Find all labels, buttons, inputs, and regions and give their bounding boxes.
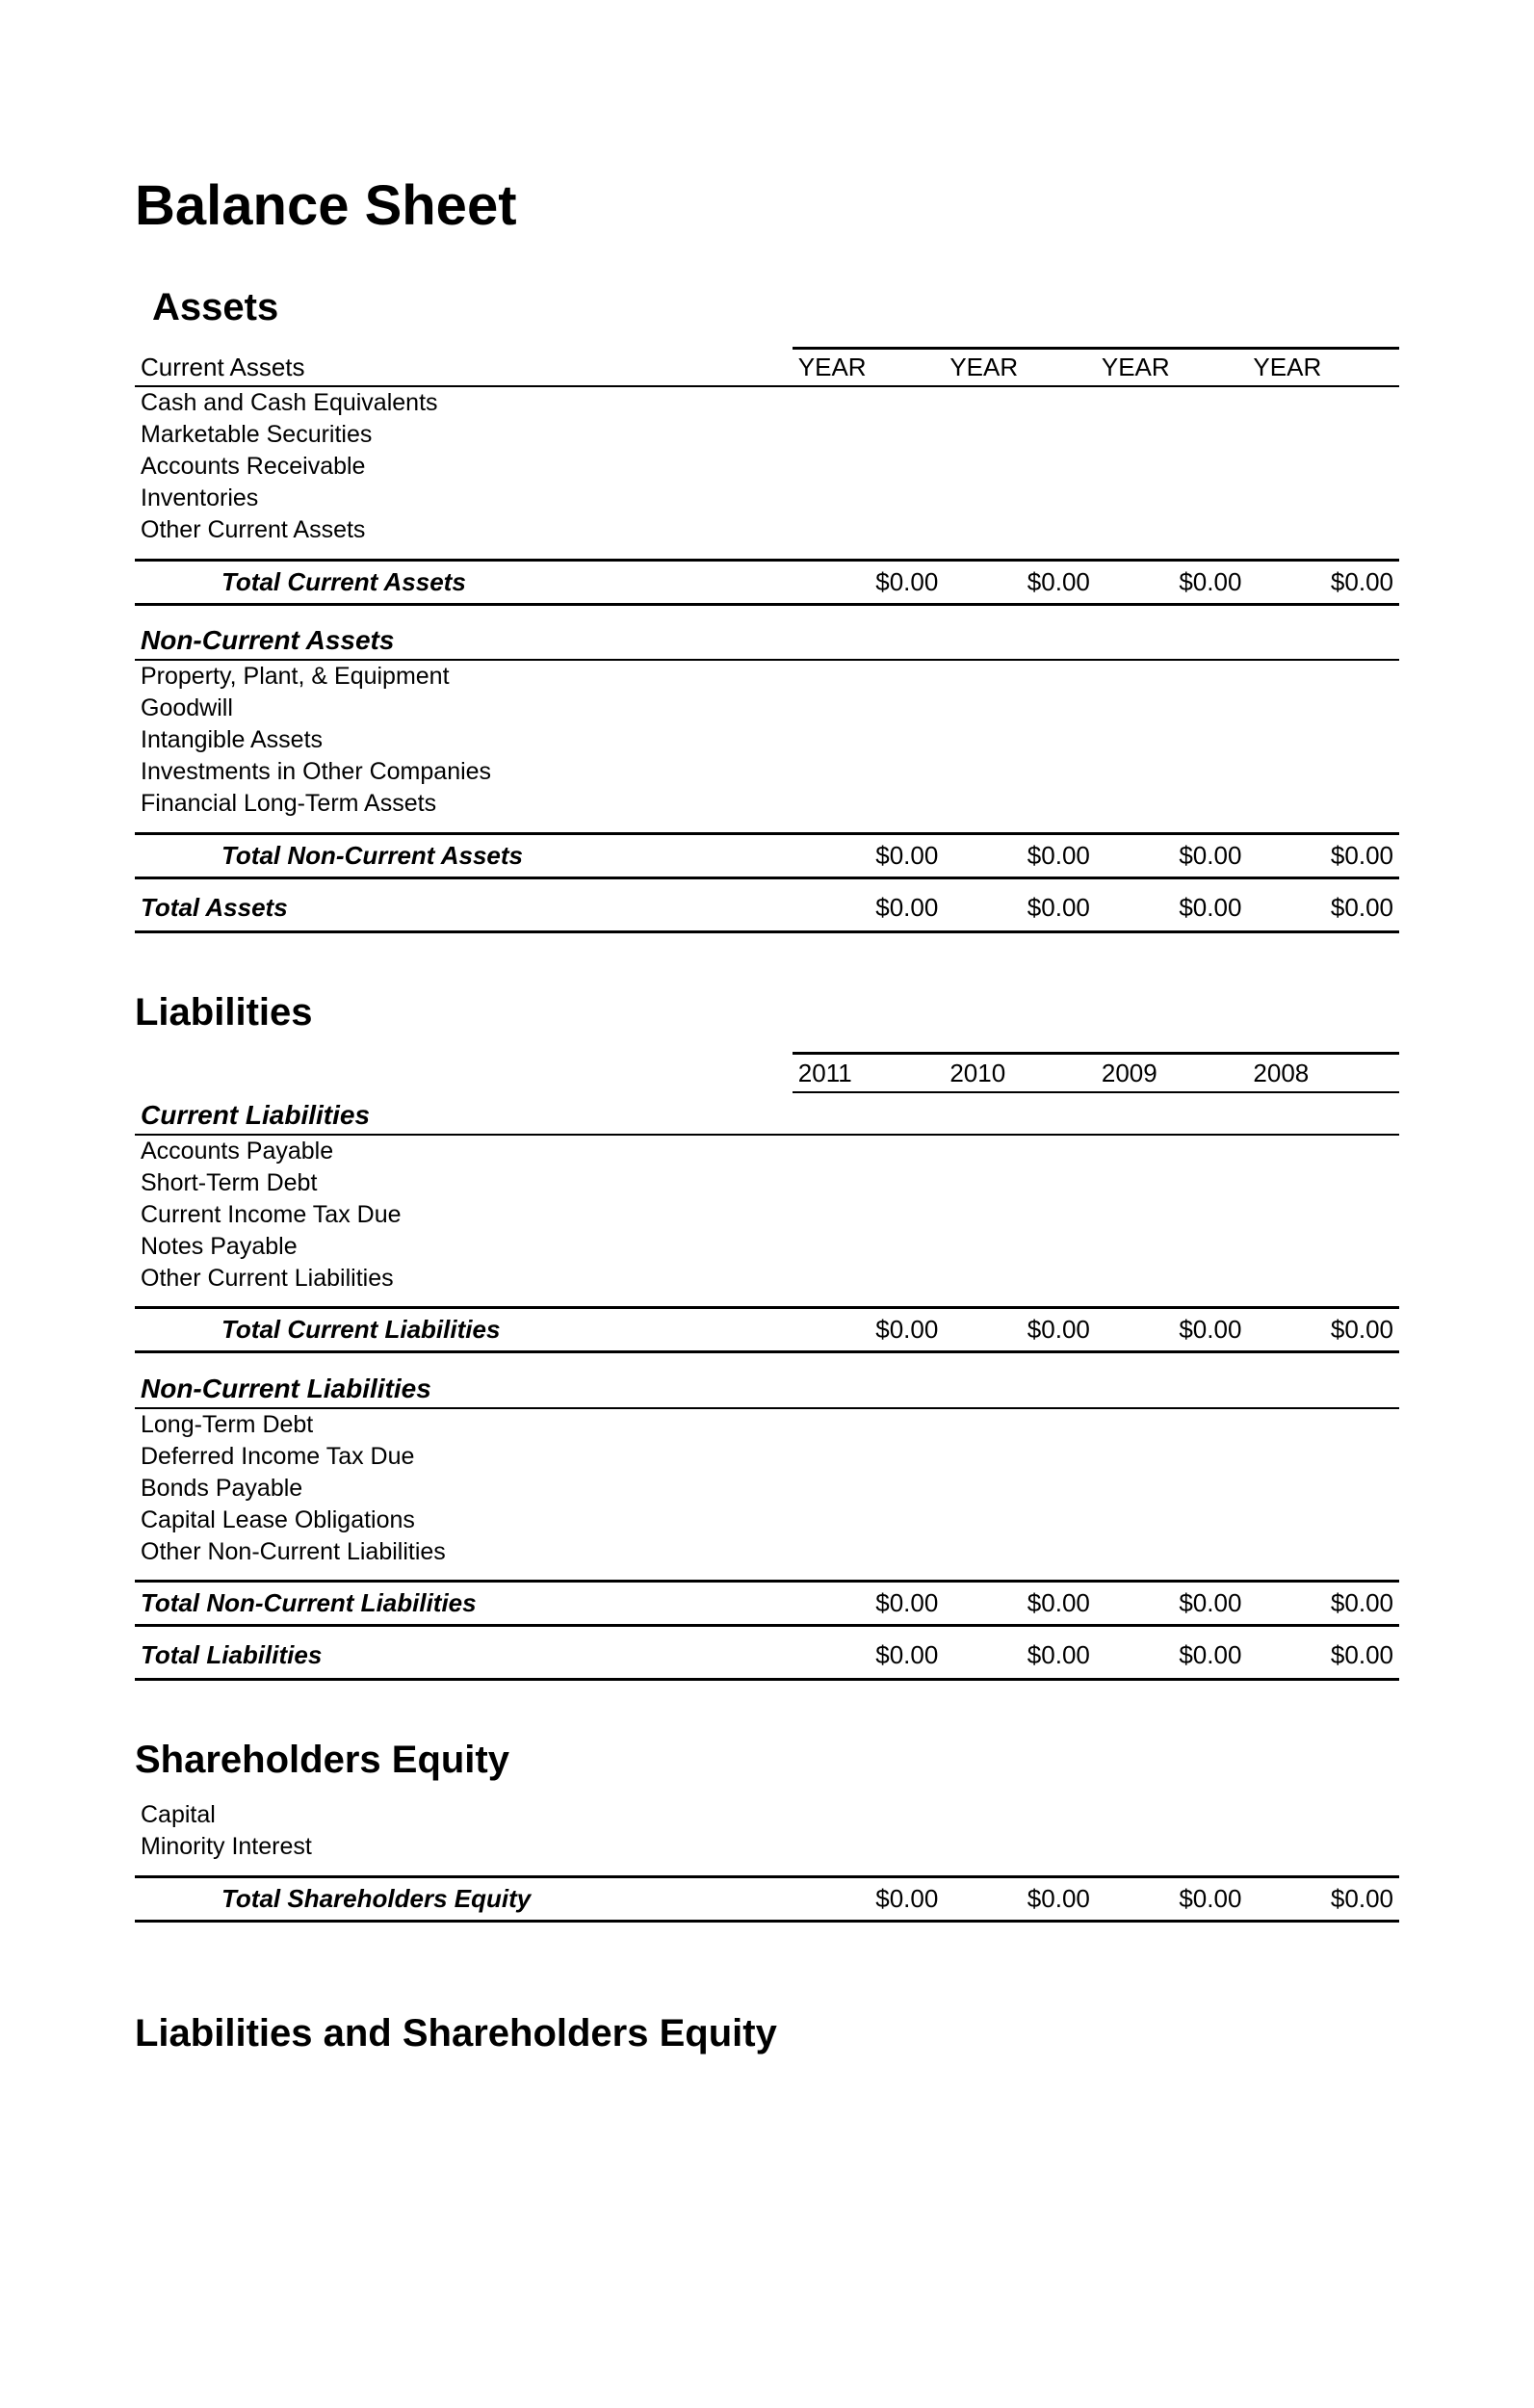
- total-liabilities-row: Total Liabilities $0.00 $0.00 $0.00 $0.0…: [135, 1626, 1399, 1680]
- year-header-l3: 2009: [1096, 1053, 1248, 1092]
- year-header-2: YEAR: [944, 349, 1096, 387]
- assets-heading: Assets: [152, 286, 1399, 329]
- liability-item: Long-Term Debt: [135, 1408, 1399, 1441]
- total-current-assets-label: Total Current Assets: [135, 560, 793, 604]
- liability-item: Deferred Income Tax Due: [135, 1441, 1399, 1473]
- liability-item: Bonds Payable: [135, 1473, 1399, 1505]
- equity-item: Minority Interest: [135, 1831, 1399, 1863]
- liability-item: Current Income Tax Due: [135, 1199, 1399, 1231]
- liabilities-year-row: 2011 2010 2009 2008: [135, 1053, 1399, 1092]
- total-assets-row: Total Assets $0.00 $0.00 $0.00 $0.00: [135, 877, 1399, 931]
- noncurrent-assets-label: Non-Current Assets: [135, 617, 793, 660]
- total-liabilities-label: Total Liabilities: [135, 1626, 793, 1680]
- asset-item: Accounts Receivable: [135, 451, 1399, 483]
- liability-item: Other Non-Current Liabilities: [135, 1536, 1399, 1568]
- year-header-3: YEAR: [1096, 349, 1248, 387]
- liability-item: Short-Term Debt: [135, 1167, 1399, 1199]
- asset-item: Marketable Securities: [135, 419, 1399, 451]
- noncurrent-assets-header-row: Non-Current Assets: [135, 617, 1399, 660]
- liability-item: Accounts Payable: [135, 1135, 1399, 1167]
- total-equity-label: Total Shareholders Equity: [135, 1876, 793, 1921]
- total-assets-label: Total Assets: [135, 877, 793, 931]
- asset-item: Intangible Assets: [135, 724, 1399, 756]
- footer-heading: Liabilities and Shareholders Equity: [135, 2009, 809, 2057]
- balance-sheet-page: Balance Sheet Assets Current Assets YEAR…: [0, 0, 1534, 2408]
- liability-item: Capital Lease Obligations: [135, 1505, 1399, 1536]
- current-liabilities-label: Current Liabilities: [135, 1092, 793, 1135]
- asset-item: Inventories: [135, 483, 1399, 514]
- liability-item: Notes Payable: [135, 1231, 1399, 1263]
- year-header-4: YEAR: [1247, 349, 1399, 387]
- noncurrent-liabilities-label: Non-Current Liabilities: [135, 1366, 793, 1408]
- current-assets-header-row: Current Assets YEAR YEAR YEAR YEAR: [135, 349, 1399, 387]
- current-assets-label: Current Assets: [135, 349, 793, 387]
- liabilities-heading: Liabilities: [135, 991, 1399, 1034]
- total-equity-row: Total Shareholders Equity $0.00 $0.00 $0…: [135, 1876, 1399, 1921]
- asset-item: Cash and Cash Equivalents: [135, 386, 1399, 419]
- asset-item: Goodwill: [135, 693, 1399, 724]
- equity-item: Capital: [135, 1799, 1399, 1831]
- asset-item: Property, Plant, & Equipment: [135, 660, 1399, 693]
- asset-item: Financial Long-Term Assets: [135, 788, 1399, 820]
- liability-item: Other Current Liabilities: [135, 1263, 1399, 1295]
- year-header-l1: 2011: [793, 1053, 945, 1092]
- page-title: Balance Sheet: [135, 173, 1399, 238]
- total-current-liabilities-label: Total Current Liabilities: [135, 1308, 793, 1352]
- liabilities-table: 2011 2010 2009 2008 Current Liabilities …: [135, 1052, 1399, 1682]
- total-noncurrent-assets-row: Total Non-Current Assets $0.00 $0.00 $0.…: [135, 833, 1399, 877]
- current-liabilities-header-row: Current Liabilities: [135, 1092, 1399, 1135]
- total-noncurrent-liabilities-row: Total Non-Current Liabilities $0.00 $0.0…: [135, 1582, 1399, 1626]
- year-header-1: YEAR: [793, 349, 945, 387]
- asset-item: Other Current Assets: [135, 514, 1399, 546]
- equity-table: Capital Minority Interest Total Sharehol…: [135, 1799, 1399, 1923]
- total-noncurrent-assets-label: Total Non-Current Assets: [135, 833, 793, 877]
- total-current-liabilities-row: Total Current Liabilities $0.00 $0.00 $0…: [135, 1308, 1399, 1352]
- year-header-l4: 2008: [1247, 1053, 1399, 1092]
- total-current-assets-row: Total Current Assets $0.00 $0.00 $0.00 $…: [135, 560, 1399, 604]
- assets-table: Current Assets YEAR YEAR YEAR YEAR Cash …: [135, 347, 1399, 933]
- equity-heading: Shareholders Equity: [135, 1739, 1399, 1782]
- asset-item: Investments in Other Companies: [135, 756, 1399, 788]
- year-header-l2: 2010: [944, 1053, 1096, 1092]
- noncurrent-liabilities-header-row: Non-Current Liabilities: [135, 1366, 1399, 1408]
- total-noncurrent-liabilities-label: Total Non-Current Liabilities: [135, 1582, 793, 1626]
